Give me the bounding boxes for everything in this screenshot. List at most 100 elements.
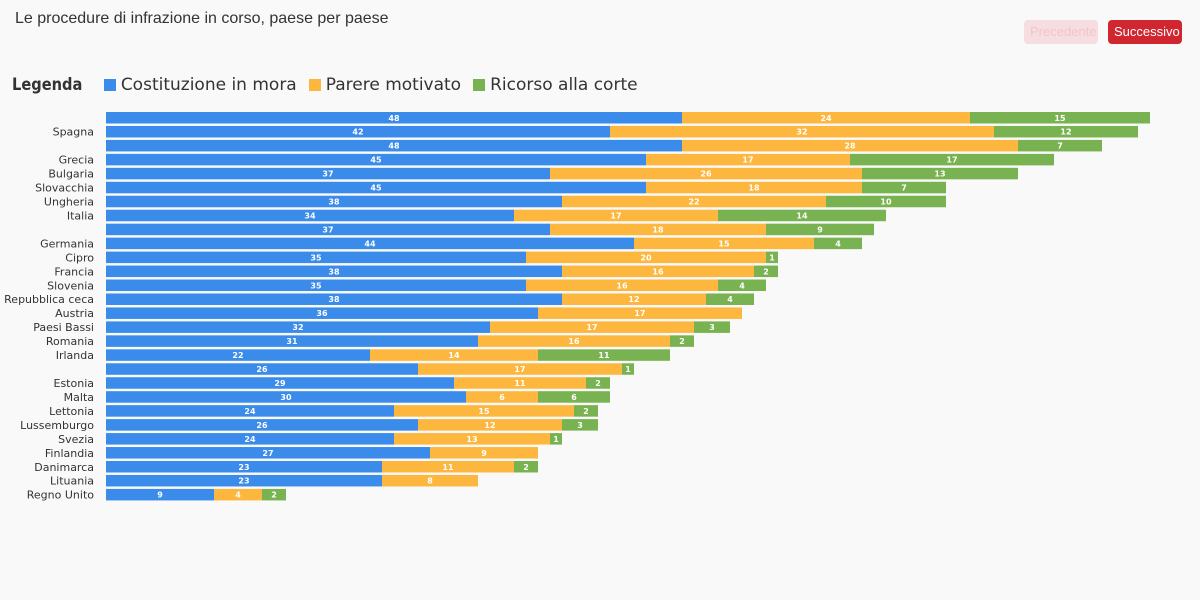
bar-segment[interactable]: [610, 125, 994, 138]
bar-segment[interactable]: [106, 391, 466, 403]
bar-segment[interactable]: [106, 209, 514, 222]
bar-segment[interactable]: [550, 433, 562, 445]
data-label: 37: [322, 170, 333, 179]
bar-segment[interactable]: [478, 335, 670, 347]
bar-segment[interactable]: [418, 363, 622, 375]
bar-segment[interactable]: [106, 461, 382, 473]
bar-segment[interactable]: [538, 391, 610, 403]
bar-segment[interactable]: [106, 447, 430, 459]
bar-segment[interactable]: [754, 265, 778, 278]
bar-segment[interactable]: [706, 293, 754, 305]
bar-segment[interactable]: [106, 195, 562, 208]
bar-segment[interactable]: [646, 181, 862, 194]
bar-segment[interactable]: [106, 293, 562, 305]
bar-segment[interactable]: [538, 307, 742, 319]
bar-segment[interactable]: [382, 474, 478, 487]
bar-segment[interactable]: [718, 209, 886, 222]
bar-segment[interactable]: [970, 112, 1150, 124]
data-label: 38: [328, 295, 340, 304]
bar-segment[interactable]: [106, 335, 478, 347]
bar-segment[interactable]: [394, 405, 574, 417]
legend-item-costituzione[interactable]: Costituzione in mora: [103, 75, 297, 95]
next-button[interactable]: Successivo: [1108, 20, 1182, 44]
bar-segment[interactable]: [550, 167, 862, 180]
bar-segment[interactable]: [718, 279, 766, 292]
bar-segment[interactable]: [106, 139, 682, 152]
bar-segment[interactable]: [862, 167, 1018, 180]
bar-segment[interactable]: [394, 433, 550, 445]
bar-segment[interactable]: [562, 419, 598, 431]
bar-segment[interactable]: [514, 209, 718, 222]
bar-segment[interactable]: [106, 181, 646, 194]
bar-segment[interactable]: [562, 293, 706, 305]
bar-row: Cipro 35 20 1: [65, 251, 778, 264]
bar-segment[interactable]: [634, 237, 814, 250]
bar-segment[interactable]: [994, 125, 1138, 138]
category-label: Ungheria: [44, 196, 94, 209]
bar-segment[interactable]: [214, 488, 262, 501]
bar-segment[interactable]: [430, 447, 538, 459]
data-label: 9: [481, 449, 487, 458]
bar-segment[interactable]: [454, 377, 586, 389]
bar-row: Slovacchia 45 18 7: [35, 182, 946, 195]
bar-segment[interactable]: [106, 251, 526, 264]
legend-item-parere[interactable]: Parere motivato: [308, 75, 461, 95]
category-label: Estonia: [54, 377, 95, 390]
bar-segment[interactable]: [562, 195, 826, 208]
data-label: 35: [310, 253, 322, 262]
bar-segment[interactable]: [682, 112, 970, 124]
bar-segment[interactable]: [106, 125, 610, 138]
bar-segment[interactable]: [106, 265, 562, 278]
bar-segment[interactable]: [694, 321, 730, 333]
bar-segment[interactable]: [538, 349, 670, 361]
bar-segment[interactable]: [526, 279, 718, 292]
bar-segment[interactable]: [106, 279, 526, 292]
previous-button[interactable]: Precedente: [1024, 20, 1098, 44]
bar-segment[interactable]: [814, 237, 862, 250]
bar-segment[interactable]: [466, 391, 538, 403]
bar-segment[interactable]: [682, 139, 1018, 152]
bar-segment[interactable]: [622, 363, 634, 375]
bar-segment[interactable]: [106, 405, 394, 417]
bar-segment[interactable]: [106, 488, 214, 501]
bar-segment[interactable]: [262, 488, 286, 501]
bar-segment[interactable]: [574, 405, 598, 417]
bar-segment[interactable]: [862, 181, 946, 194]
bar-segment[interactable]: [550, 223, 766, 236]
bar-segment[interactable]: [106, 419, 418, 431]
bar-segment[interactable]: [106, 167, 550, 180]
bar-segment[interactable]: [106, 307, 538, 319]
bar-segment[interactable]: [106, 321, 490, 333]
bar-segment[interactable]: [586, 377, 610, 389]
bar-segment[interactable]: [670, 335, 694, 347]
bar-segment[interactable]: [766, 251, 778, 264]
bar-segment[interactable]: [1018, 139, 1102, 152]
bar-segment[interactable]: [106, 153, 646, 166]
bar-segment[interactable]: [526, 251, 766, 264]
bar-row: Irlanda 22 14 11: [56, 349, 670, 362]
bar-segment[interactable]: [514, 461, 538, 473]
bar-segment[interactable]: [106, 349, 370, 361]
data-label: 3: [709, 323, 715, 332]
bar-segment[interactable]: [418, 419, 562, 431]
bar-segment[interactable]: [106, 223, 550, 236]
bar-segment[interactable]: [850, 153, 1054, 166]
bar-segment[interactable]: [490, 321, 694, 333]
bar-segment[interactable]: [106, 363, 418, 375]
bar-segment[interactable]: [106, 237, 634, 250]
bar-row: Danimarca 23 11 2: [34, 461, 538, 474]
bar-segment[interactable]: [106, 474, 382, 487]
bar-segment[interactable]: [646, 153, 850, 166]
bar-segment[interactable]: [382, 461, 514, 473]
bar-segment[interactable]: [106, 433, 394, 445]
data-label: 26: [256, 421, 268, 430]
bar-segment[interactable]: [826, 195, 946, 208]
legend-item-ricorso[interactable]: Ricorso alla corte: [473, 75, 638, 95]
bar-segment[interactable]: [370, 349, 538, 361]
bar-segment[interactable]: [562, 265, 754, 278]
bar-segment[interactable]: [766, 223, 874, 236]
bar-segment[interactable]: [106, 377, 454, 389]
data-label: 24: [244, 407, 256, 416]
category-label: Italia: [67, 209, 94, 222]
bar-segment[interactable]: [106, 112, 682, 124]
